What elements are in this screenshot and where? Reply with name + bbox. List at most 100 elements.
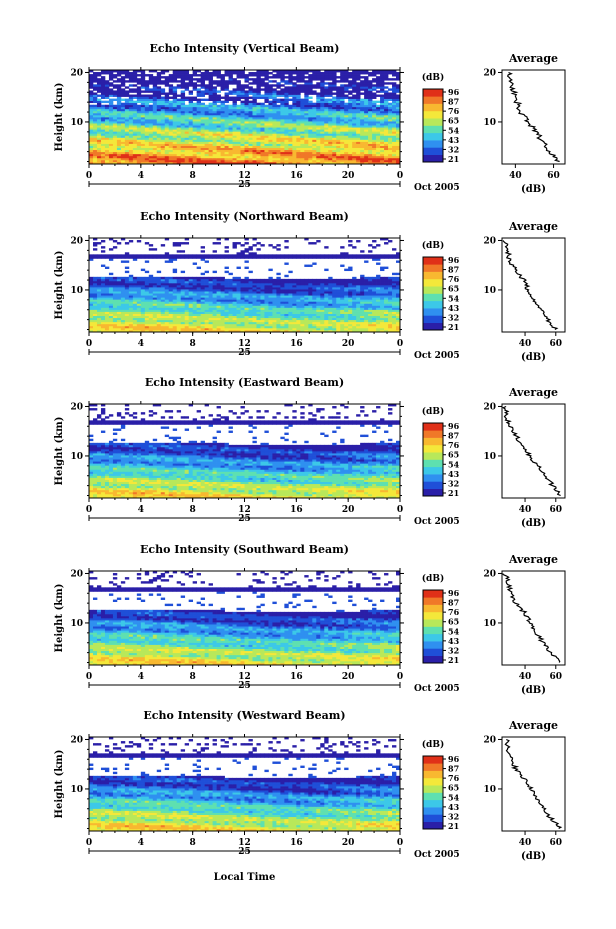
heatmap-cell <box>224 325 229 329</box>
heatmap-cell <box>128 80 134 83</box>
heatmap-cell <box>372 110 377 114</box>
heatmap-cell <box>176 135 182 138</box>
heatmap-cell <box>356 327 361 331</box>
heatmap-cell <box>212 121 217 124</box>
heatmap-cell <box>216 155 221 159</box>
heatmap-cell <box>168 110 174 114</box>
heatmap-cell <box>244 117 249 120</box>
heatmap-cell <box>216 311 221 314</box>
heatmap-cell <box>236 159 241 163</box>
heatmap-cell <box>368 112 373 116</box>
heatmap-cell <box>89 139 94 142</box>
heatmap-cell <box>268 94 273 97</box>
heatmap-cell <box>148 161 154 165</box>
heatmap-cell <box>92 119 98 122</box>
heatmap-cell <box>132 102 138 106</box>
heatmap-cell <box>260 291 265 294</box>
heatmap-cell <box>352 70 357 73</box>
heatmap-cell <box>380 301 385 304</box>
heatmap-cell <box>264 319 269 323</box>
heatmap-cell <box>144 141 150 144</box>
heatmap-cell <box>176 149 182 153</box>
heatmap-cell <box>324 78 329 81</box>
heatmap-cell <box>136 313 142 316</box>
heatmap-cell <box>296 72 301 75</box>
heatmap-cell <box>200 86 205 89</box>
heatmap-cell <box>96 151 102 155</box>
heatmap-cell <box>224 295 229 298</box>
heatmap-cell <box>388 319 393 323</box>
heatmap-cell <box>352 293 357 296</box>
heatmap-cell <box>380 141 385 144</box>
heatmap-cell <box>144 139 150 142</box>
heatmap-cell <box>396 297 401 300</box>
heatmap-cell <box>312 112 317 116</box>
heatmap-cell <box>336 112 341 116</box>
heatmap-cell <box>288 88 293 91</box>
heatmap-cell <box>116 119 122 122</box>
heatmap-cell <box>156 291 162 294</box>
heatmap-cell <box>184 86 190 89</box>
heatmap-cell <box>392 70 397 73</box>
heatmap-cell <box>108 123 114 126</box>
heatmap-cell <box>300 291 305 294</box>
y-axis-label: Height (km) <box>54 83 65 152</box>
heatmap-cell <box>200 145 205 148</box>
heatmap-cell <box>164 135 170 138</box>
heatmap-cell <box>320 102 325 106</box>
heatmap-cell <box>112 84 118 87</box>
heatmap-cell <box>292 123 297 126</box>
heatmap-cell <box>104 82 110 85</box>
heatmap-cell <box>176 108 182 112</box>
heatmap-cell <box>368 153 373 157</box>
heatmap-cell <box>92 110 98 114</box>
heatmap-cell <box>132 96 138 99</box>
heatmap-cell <box>124 127 130 130</box>
heatmap-cell <box>200 307 205 310</box>
heatmap-cell <box>268 88 273 91</box>
heatmap-cell <box>360 110 365 114</box>
heatmap-cell <box>324 141 329 144</box>
heatmap-cell <box>192 309 198 312</box>
heatmap-cell <box>316 114 321 118</box>
heatmap-cell <box>216 321 221 325</box>
heatmap-cell <box>176 293 182 296</box>
heatmap-cell <box>280 151 285 155</box>
heatmap-cell <box>244 311 249 314</box>
heatmap-cell <box>352 117 357 120</box>
heatmap-cell <box>324 119 329 122</box>
heatmap-cell <box>324 72 329 75</box>
heatmap-cell <box>344 78 349 81</box>
heatmap-cell <box>372 307 377 310</box>
heatmap-cell <box>356 153 361 157</box>
heatmap-cell <box>240 155 245 159</box>
heatmap-cell <box>164 133 170 136</box>
heatmap-cell <box>112 98 118 101</box>
heatmap-cell <box>92 289 98 292</box>
heatmap-cell <box>240 309 245 312</box>
heatmap-cell <box>296 108 301 112</box>
heatmap-cell <box>316 70 321 73</box>
heatmap-cell <box>296 325 301 329</box>
heatmap-cell <box>196 114 201 118</box>
heatmap-cell <box>136 303 142 306</box>
heatmap-cell <box>156 157 162 161</box>
heatmap-cell <box>116 155 122 159</box>
heatmap-cell <box>392 129 397 132</box>
heatmap-cell <box>160 117 166 120</box>
heatmap-cell <box>280 78 285 81</box>
heatmap-cell <box>252 100 257 104</box>
heatmap-cell <box>120 153 126 157</box>
heatmap-cell <box>272 301 277 304</box>
heatmap-cell <box>296 157 301 161</box>
heatmap-cell <box>360 82 365 85</box>
heatmap-cell <box>324 102 329 106</box>
heatmap-cell <box>212 155 217 159</box>
heatmap-cell <box>216 100 221 104</box>
heatmap-cell <box>224 139 229 142</box>
heatmap-cell <box>324 307 329 310</box>
heatmap-cell <box>100 329 106 333</box>
heatmap-cell <box>360 80 365 83</box>
heatmap-cell <box>252 303 257 306</box>
heatmap-cell <box>252 102 257 106</box>
